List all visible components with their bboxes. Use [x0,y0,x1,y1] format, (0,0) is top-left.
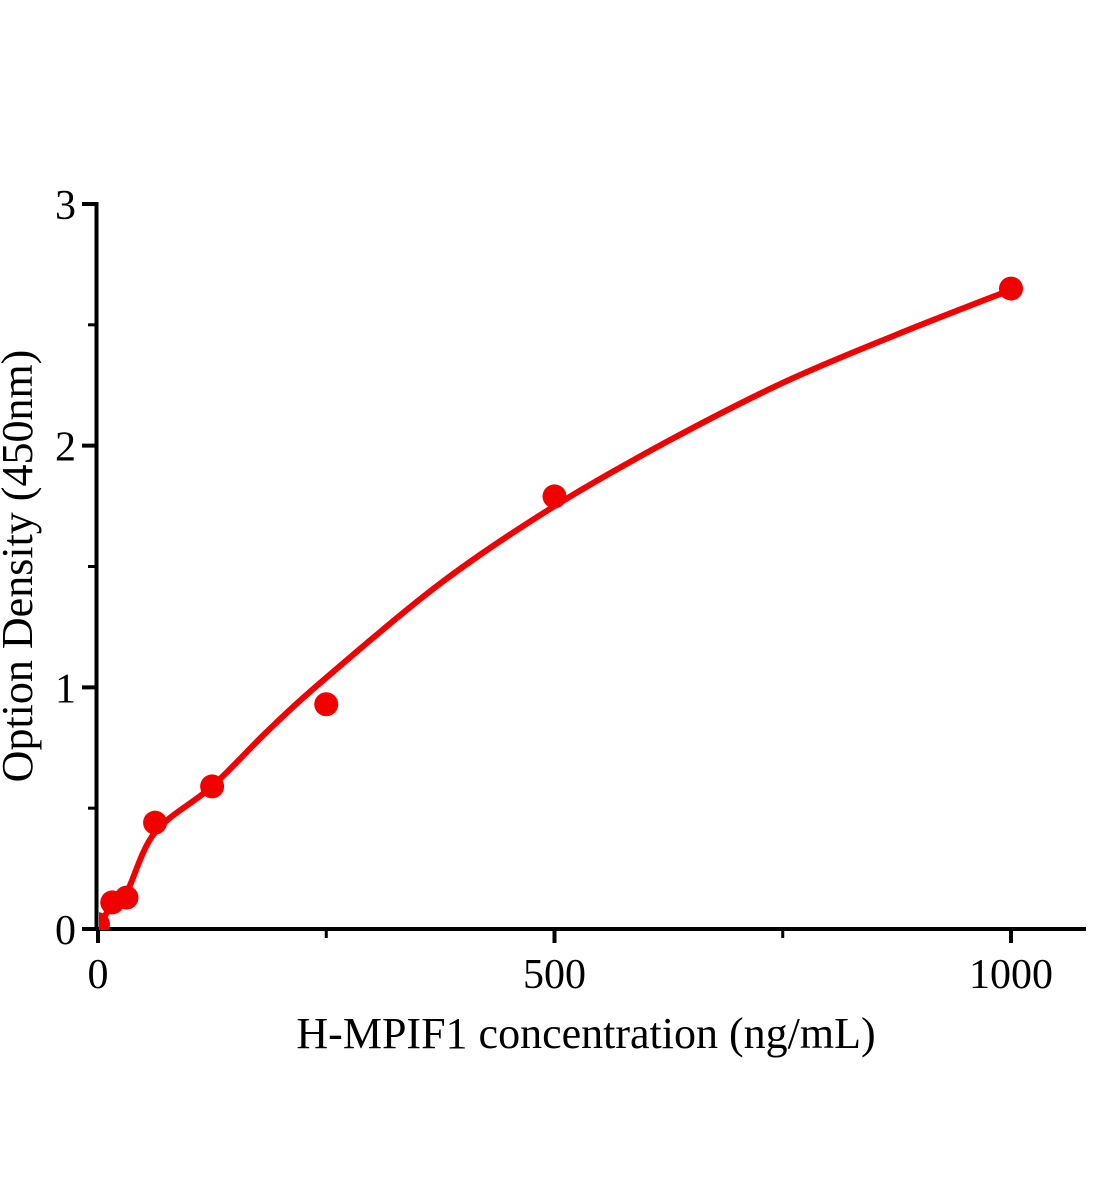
series-layer [99,276,1023,930]
y-tick-label: 0 [55,908,76,954]
data-point [114,885,139,910]
axes-layer [82,202,1086,943]
x-axis-title: H-MPIF1 concentration (ng/mL) [296,1009,875,1058]
data-point [314,692,339,717]
data-point [999,276,1023,301]
y-axis-title: Option Density (450nm) [0,350,42,783]
y-tick-label: 2 [55,425,76,471]
data-point [99,912,110,930]
y-tick-label: 3 [55,183,76,229]
tick-label-layer: 0 1 2 3 0 500 1000 [55,183,1053,998]
data-point [143,810,168,835]
data-point [200,774,225,799]
data-point [542,484,567,509]
x-tick-label: 500 [523,952,586,998]
x-tick-label: 1000 [969,952,1053,998]
x-tick-label: 0 [88,952,109,998]
fitted-curve [99,286,1014,930]
y-tick-label: 1 [55,666,76,712]
